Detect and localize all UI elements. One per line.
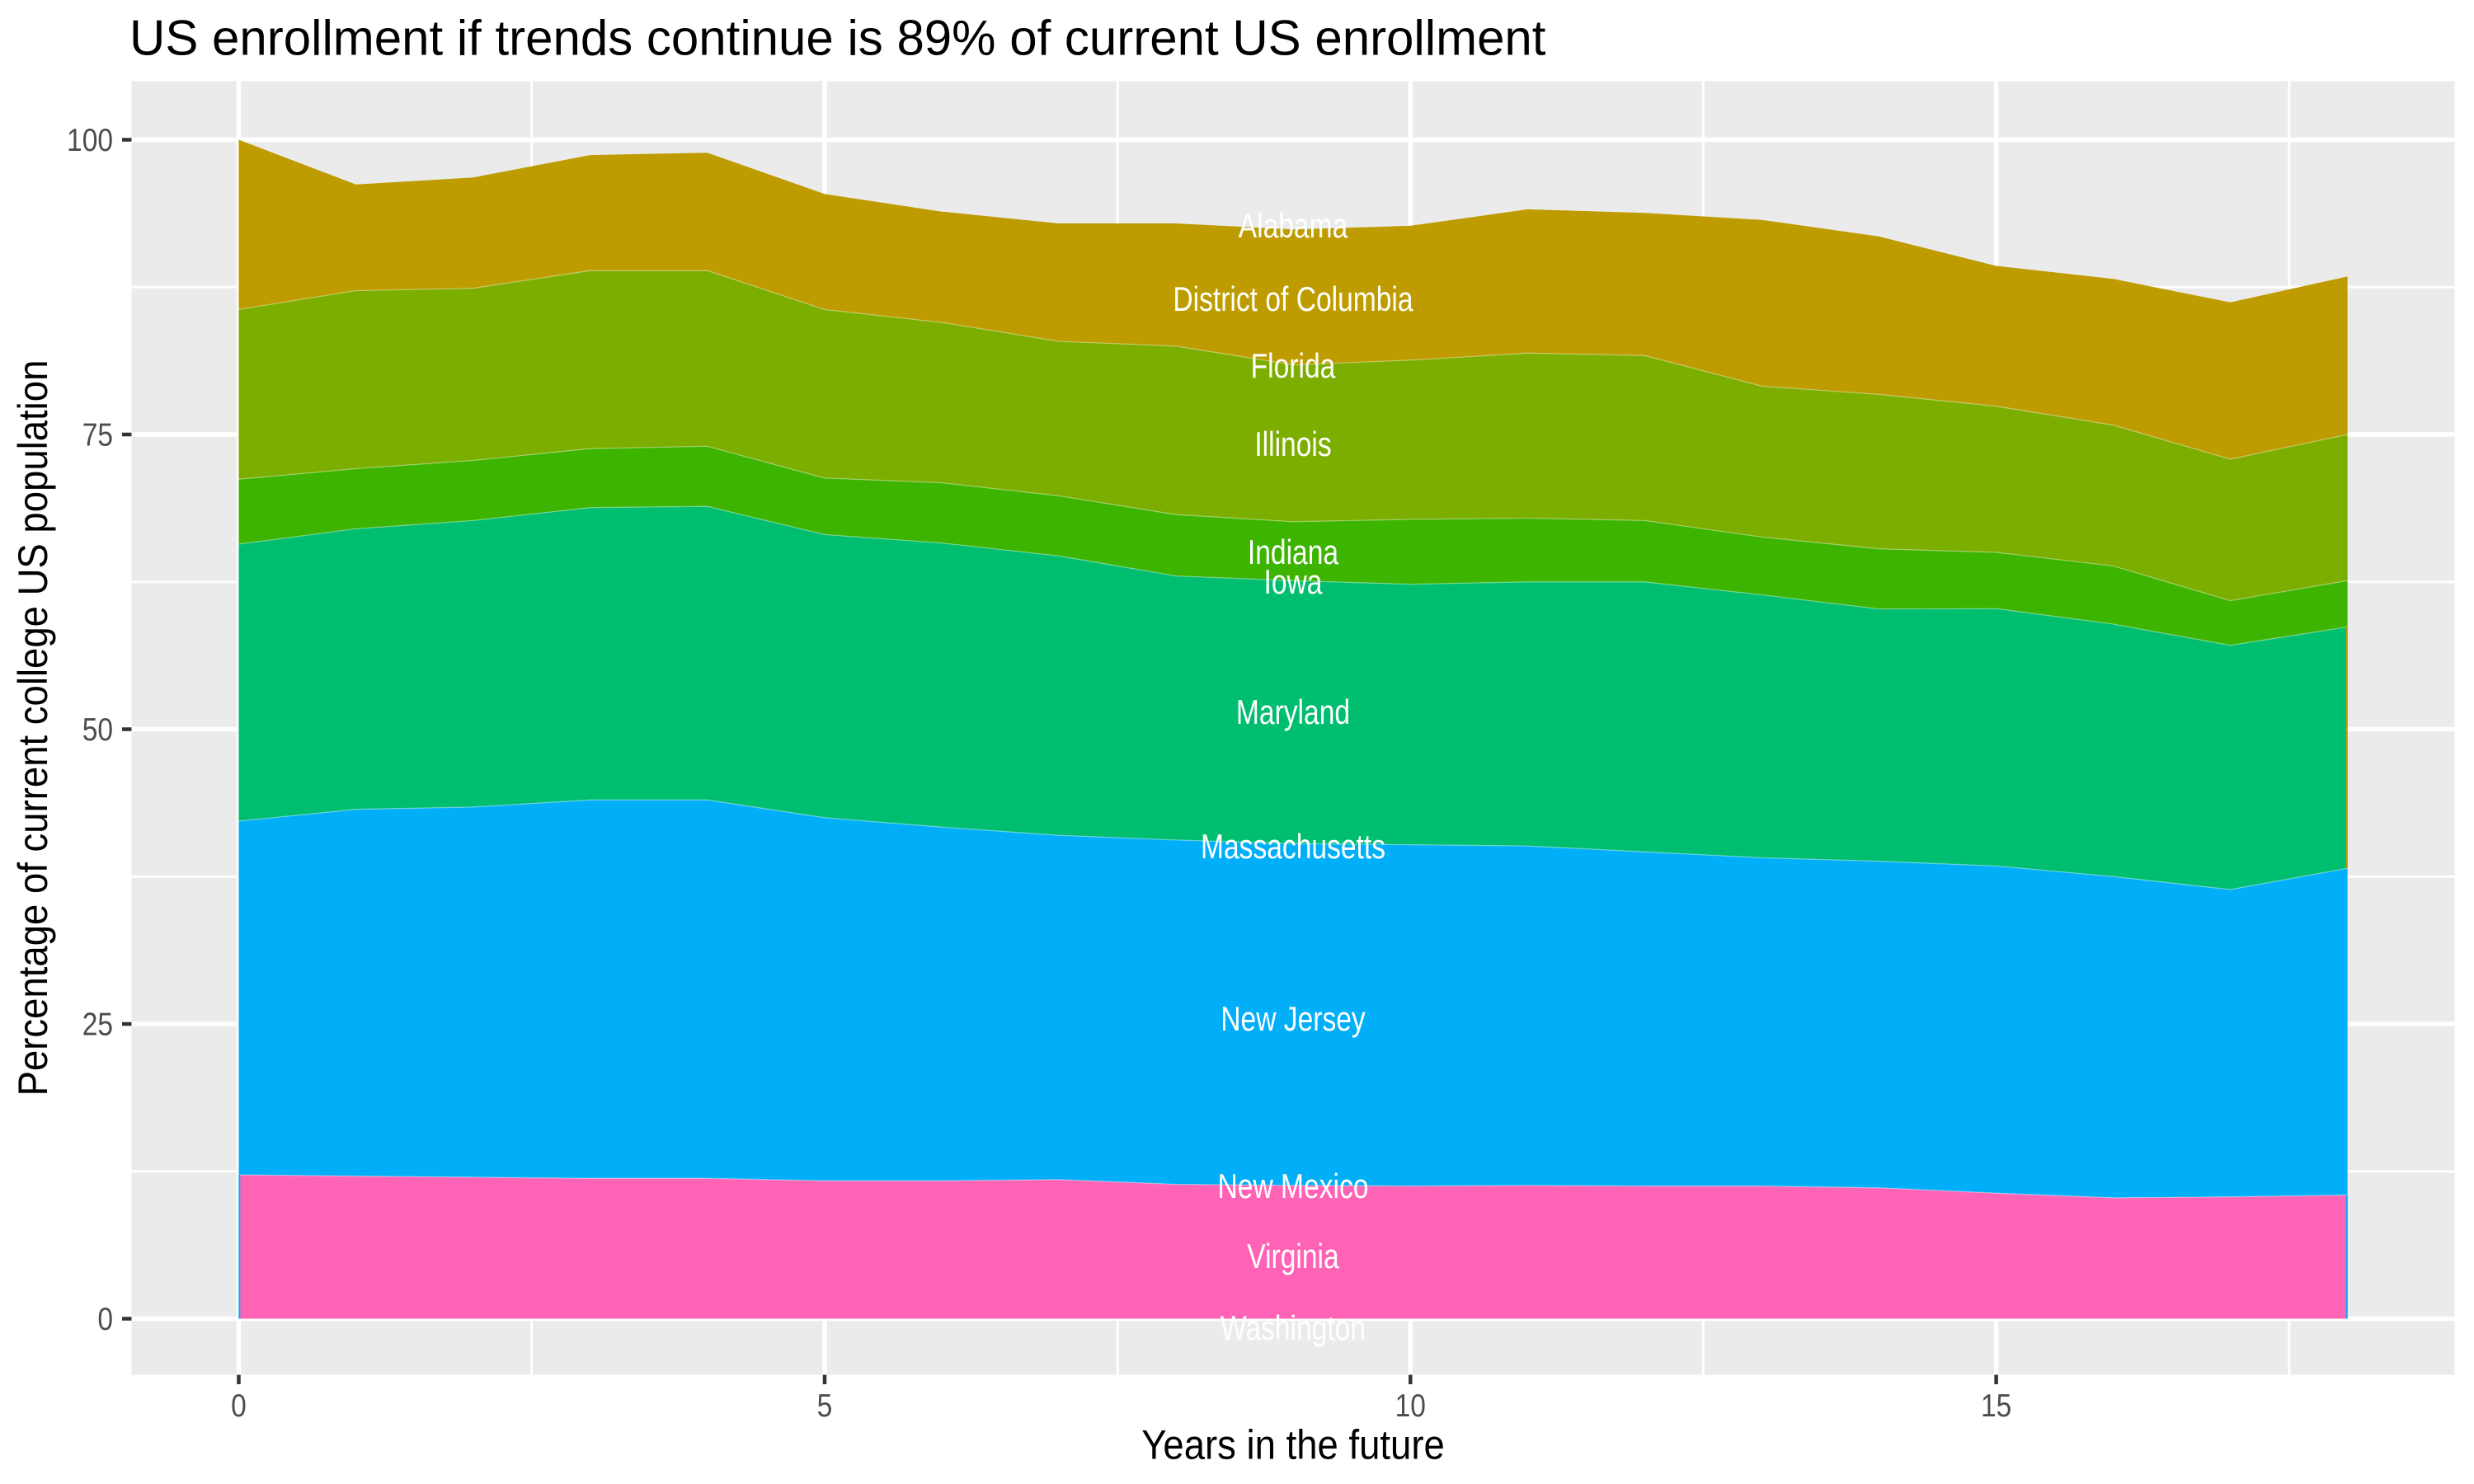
- svg-text:Maryland: Maryland: [1236, 694, 1350, 732]
- svg-text:25: 25: [82, 1006, 113, 1042]
- svg-text:Florida: Florida: [1251, 348, 1336, 386]
- svg-text:Percentage of current college: Percentage of current college US populat…: [11, 360, 56, 1097]
- svg-text:US enrollment if trends contin: US enrollment if trends continue is 89% …: [129, 11, 1546, 66]
- svg-text:0: 0: [231, 1388, 247, 1424]
- svg-text:New Mexico: New Mexico: [1218, 1168, 1369, 1206]
- svg-text:Indiana: Indiana: [1248, 534, 1339, 572]
- svg-text:New Jersey: New Jersey: [1221, 1001, 1365, 1039]
- svg-text:Iowa: Iowa: [1264, 564, 1324, 602]
- svg-text:Illinois: Illinois: [1254, 426, 1331, 464]
- svg-text:Alabama: Alabama: [1239, 208, 1348, 246]
- svg-text:District of Columbia: District of Columbia: [1173, 281, 1413, 319]
- svg-text:75: 75: [82, 416, 113, 453]
- svg-text:Virginia: Virginia: [1247, 1238, 1339, 1276]
- svg-text:5: 5: [817, 1388, 833, 1424]
- svg-text:10: 10: [1395, 1388, 1426, 1424]
- svg-text:Massachusetts: Massachusetts: [1201, 829, 1385, 866]
- svg-text:0: 0: [97, 1301, 113, 1337]
- svg-text:15: 15: [1981, 1388, 2011, 1424]
- svg-text:Washington: Washington: [1221, 1310, 1366, 1348]
- svg-text:Years in the future: Years in the future: [1141, 1423, 1445, 1468]
- svg-text:100: 100: [67, 122, 113, 158]
- svg-text:50: 50: [82, 711, 113, 748]
